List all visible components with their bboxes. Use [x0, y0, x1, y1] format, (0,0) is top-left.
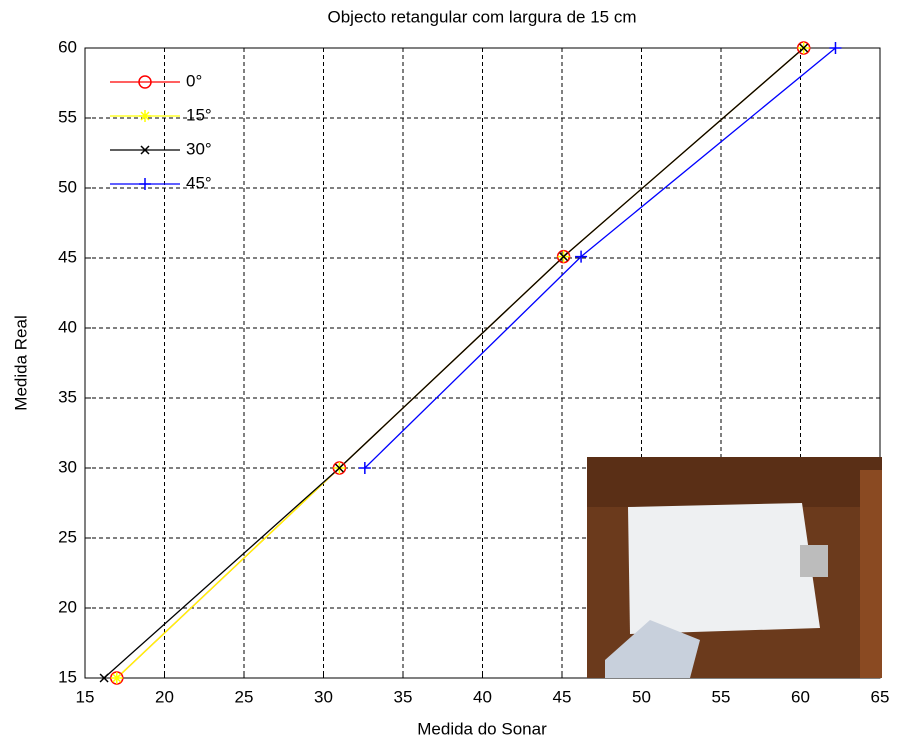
legend-label: 30°: [186, 139, 212, 158]
y-tick-label: 60: [58, 37, 77, 56]
legend-label: 45°: [186, 173, 212, 192]
y-tick-label: 25: [58, 527, 77, 546]
x-tick-label: 15: [76, 687, 95, 706]
x-tick-label: 20: [155, 687, 174, 706]
chart-title: Objecto retangular com largura de 15 cm: [328, 7, 637, 26]
x-tick-label: 40: [473, 687, 492, 706]
x-tick-label: 45: [553, 687, 572, 706]
x-tick-label: 65: [871, 687, 890, 706]
x-tick-label: 60: [791, 687, 810, 706]
y-tick-label: 40: [58, 317, 77, 336]
y-axis-label: Medida Real: [11, 315, 30, 410]
photo-edge: [860, 470, 882, 678]
photo-inset: [587, 457, 882, 678]
x-tick-label: 55: [712, 687, 731, 706]
x-tick-label: 35: [394, 687, 413, 706]
y-tick-label: 20: [58, 597, 77, 616]
legend-label: 0°: [186, 71, 202, 90]
photo-shade: [587, 457, 882, 507]
chart: Objecto retangular com largura de 15 cm …: [0, 0, 901, 745]
y-tick-label: 50: [58, 177, 77, 196]
y-tick-label: 35: [58, 387, 77, 406]
legend-label: 15°: [186, 105, 212, 124]
photo-paper: [628, 503, 820, 634]
y-tick-label: 15: [58, 667, 77, 686]
photo-sensor: [800, 545, 828, 577]
y-tick-label: 30: [58, 457, 77, 476]
y-tick-label: 55: [58, 107, 77, 126]
x-tick-label: 25: [235, 687, 254, 706]
y-tick-label: 45: [58, 247, 77, 266]
x-axis-label: Medida do Sonar: [417, 719, 547, 738]
x-tick-label: 50: [632, 687, 651, 706]
x-tick-label: 30: [314, 687, 333, 706]
